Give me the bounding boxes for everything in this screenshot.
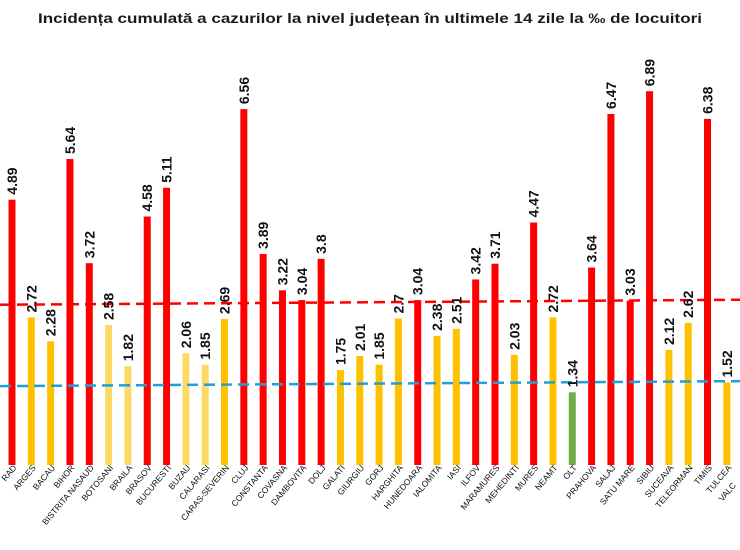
value-label-prahova: 3.64 <box>584 235 600 262</box>
value-label-sibiu: 6.89 <box>642 59 658 86</box>
value-label-ilfov: 3.42 <box>468 247 484 274</box>
bar-brasov <box>143 216 151 465</box>
value-label-harghita: 2.7 <box>390 294 406 314</box>
value-label-arges: 2.72 <box>23 285 39 312</box>
bar-suceava <box>665 349 673 465</box>
bar-gorj <box>375 364 383 465</box>
value-label-hunedoara: 3.04 <box>410 268 426 295</box>
reference-line-1 <box>0 298 740 306</box>
value-label-calarasi: 1.85 <box>197 332 213 359</box>
value-label-tulcea: 1.52 <box>719 350 735 377</box>
bar-mures <box>530 222 538 465</box>
bar-prahova <box>588 267 596 465</box>
bar-calarasi <box>201 364 209 465</box>
bar-galati <box>336 370 344 465</box>
bar-bihor <box>66 159 74 465</box>
bar-dambovita <box>298 300 306 465</box>
value-label-suceava: 2.12 <box>661 318 677 345</box>
value-label-buzau: 2.06 <box>178 321 194 348</box>
bar-giurgiu <box>356 355 364 465</box>
bar-bucuresti <box>163 187 171 465</box>
value-label-bacau: 2.28 <box>43 309 59 336</box>
bar-harghita <box>394 318 402 465</box>
value-label-caras-severin: 2.69 <box>217 287 233 314</box>
bar-braila <box>124 366 132 465</box>
bar-arges <box>27 317 35 465</box>
reference-line-2 <box>0 379 740 388</box>
bars-group <box>8 91 731 466</box>
value-label-salaj: 6.47 <box>603 82 619 109</box>
value-label-iasi: 2.51 <box>448 296 464 323</box>
value-label-rad: 4.89 <box>4 167 20 194</box>
value-label-galati: 1.75 <box>332 338 348 365</box>
value-label-maramures: 3.71 <box>487 231 503 258</box>
bar-teleorman <box>684 322 692 465</box>
bar-sibiu <box>646 91 654 465</box>
value-label-braila: 1.82 <box>120 334 136 361</box>
value-label-giurgiu: 2.01 <box>352 323 368 350</box>
value-label-olt: 1.34 <box>564 360 580 387</box>
bar-cluj <box>240 109 248 466</box>
bar-maramures <box>491 263 499 465</box>
bar-dolj <box>317 258 325 465</box>
bar-botosani <box>105 325 113 465</box>
bar-ialomita <box>433 335 441 465</box>
bar-salaj <box>607 114 615 465</box>
bar-caras-severin <box>221 319 229 465</box>
value-label-constanta: 3.89 <box>255 222 271 249</box>
bar-timis <box>704 118 712 465</box>
bar-rad <box>8 199 16 465</box>
value-label-bistrita-nasaud: 3.72 <box>81 231 97 258</box>
bar-ilfov <box>472 279 480 465</box>
bar-mehedinti <box>510 354 518 465</box>
value-label-dambovita: 3.04 <box>294 268 310 295</box>
value-labels-group: 4.892.722.285.643.722.581.824.585.112.06… <box>4 59 735 388</box>
chart-title: Incidența cumulată a cazurilor la nivel … <box>38 10 702 26</box>
bar-buzau <box>182 353 190 465</box>
bar-tulcea <box>723 382 731 465</box>
value-label-bucuresti: 5.11 <box>159 156 175 183</box>
reference-lines-group <box>0 298 740 388</box>
value-label-dolj: 3.8 <box>313 234 329 254</box>
bar-constanta <box>259 253 267 465</box>
value-label-satu-mare: 3.03 <box>622 268 638 295</box>
value-label-teleorman: 2.62 <box>680 290 696 317</box>
value-label-ialomita: 2.38 <box>429 303 445 330</box>
value-label-neamt: 2.72 <box>545 285 561 312</box>
bar-olt <box>568 392 576 465</box>
value-label-mehedinti: 2.03 <box>506 322 522 349</box>
value-label-cluj: 6.56 <box>236 77 252 104</box>
bar-neamt <box>549 317 557 465</box>
bar-bacau <box>47 341 55 465</box>
value-label-botosani: 2.58 <box>101 293 117 320</box>
value-label-gorj: 1.85 <box>371 332 387 359</box>
value-label-covasna: 3.22 <box>274 258 290 285</box>
value-label-mures: 4.47 <box>526 190 542 217</box>
value-label-bihor: 5.64 <box>62 127 78 154</box>
value-label-brasov: 4.58 <box>139 184 155 211</box>
value-label-timis: 6.38 <box>700 86 716 113</box>
bar-bistrita-nasaud <box>85 263 93 465</box>
bar-iasi <box>452 328 460 465</box>
bar-covasna <box>278 290 286 465</box>
